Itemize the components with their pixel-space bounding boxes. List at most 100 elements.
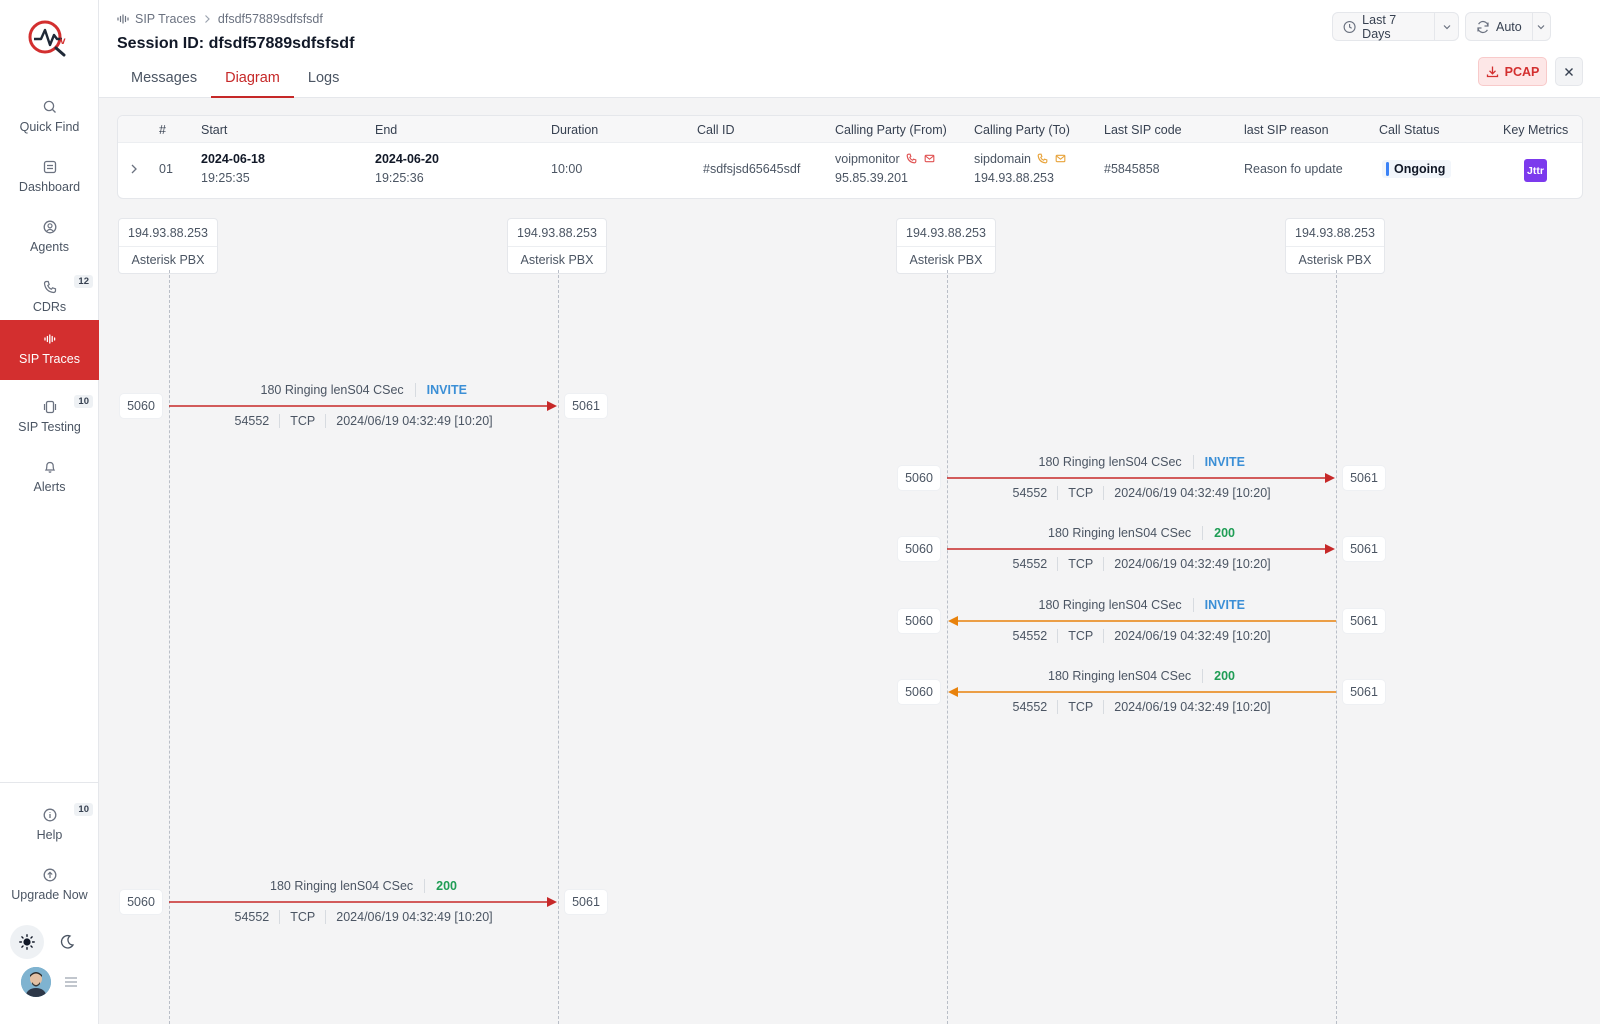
clock-icon bbox=[1343, 20, 1356, 33]
auto-refresh-select[interactable]: Auto bbox=[1465, 12, 1551, 41]
nav-quick-find[interactable]: Quick Find bbox=[0, 88, 99, 148]
pcap-download-button[interactable]: PCAP bbox=[1478, 57, 1547, 86]
nav-agents[interactable]: Agents bbox=[0, 208, 99, 268]
lifeline bbox=[169, 270, 170, 1024]
source-port: 5060 bbox=[898, 680, 940, 704]
message-timestamp: 2024/06/19 04:32:49 [10:20] bbox=[1114, 486, 1271, 500]
nav-cdrs[interactable]: CDRs 12 bbox=[0, 268, 99, 328]
col-call-id: Call ID bbox=[697, 123, 735, 137]
nav-label: Upgrade Now bbox=[11, 888, 88, 902]
message-seq: 54552 bbox=[1012, 629, 1048, 643]
time-range-label: Last 7 Days bbox=[1333, 12, 1436, 41]
message-protocol: TCP bbox=[1068, 486, 1094, 500]
start-date: 2024-06-18 bbox=[201, 152, 265, 166]
nav-sip-testing[interactable]: SIP Testing 10 bbox=[0, 388, 99, 448]
hamburger-menu-icon[interactable] bbox=[64, 976, 78, 988]
col-last-sip-code: Last SIP code bbox=[1104, 123, 1182, 137]
to-name-text: sipdomain bbox=[974, 152, 1031, 166]
expand-row-icon[interactable] bbox=[129, 163, 139, 175]
separator bbox=[1103, 486, 1105, 500]
message-text: 180 Ringing lenS04 CSec bbox=[270, 879, 414, 893]
participant-ip: 194.93.88.253 bbox=[508, 219, 606, 247]
waveform-icon bbox=[43, 334, 55, 344]
sun-icon bbox=[19, 934, 35, 950]
col-call-status: Call Status bbox=[1379, 123, 1440, 137]
time-range-select[interactable]: Last 7 Days bbox=[1332, 12, 1459, 41]
tab-messages[interactable]: Messages bbox=[131, 70, 198, 86]
agents-icon bbox=[43, 220, 56, 234]
session-table: # Start End Duration Call ID Calling Par… bbox=[117, 115, 1583, 199]
sidebar: v Quick Find Dashboard Agents CDRs 12 SI… bbox=[0, 0, 99, 1024]
mail-icon bbox=[924, 154, 934, 163]
message-seq: 54552 bbox=[234, 414, 270, 428]
separator bbox=[1202, 526, 1204, 540]
participant-node[interactable]: 194.93.88.253 Asterisk PBX bbox=[1285, 218, 1385, 274]
participant-ip: 194.93.88.253 bbox=[897, 219, 995, 247]
nav-upgrade-now[interactable]: Upgrade Now bbox=[0, 856, 99, 916]
lifeline bbox=[558, 270, 559, 1024]
light-mode-button[interactable] bbox=[10, 925, 44, 959]
sip-method: 200 bbox=[1214, 526, 1236, 540]
info-icon bbox=[43, 808, 56, 822]
status-text: Ongoing bbox=[1394, 162, 1446, 176]
message-meta: 54552 TCP 2024/06/19 04:32:49 [10:20] bbox=[1013, 629, 1271, 643]
message-meta: 54552 TCP 2024/06/19 04:32:49 [10:20] bbox=[235, 910, 493, 924]
message-timestamp: 2024/06/19 04:32:49 [10:20] bbox=[336, 414, 493, 428]
lifeline bbox=[947, 270, 948, 1024]
nav-alerts[interactable]: Alerts bbox=[0, 448, 99, 508]
nav-help[interactable]: Help 10 bbox=[0, 796, 99, 856]
col-key-metrics: Key Metrics bbox=[1503, 123, 1569, 137]
message-protocol: TCP bbox=[290, 910, 316, 924]
message-label[interactable]: 180 Ringing lenS04 CSec INVITE bbox=[261, 383, 467, 397]
phone-icon bbox=[1038, 153, 1048, 164]
bell-icon bbox=[44, 461, 55, 473]
col-duration: Duration bbox=[551, 123, 599, 137]
participant-node[interactable]: 194.93.88.253 Asterisk PBX bbox=[118, 218, 218, 274]
separator bbox=[414, 383, 416, 397]
message-label[interactable]: 180 Ringing lenS04 CSec INVITE bbox=[1039, 598, 1245, 612]
auto-refresh-label: Auto bbox=[1466, 13, 1533, 40]
participant-node[interactable]: 194.93.88.253 Asterisk PBX bbox=[896, 218, 996, 274]
app-logo-icon[interactable]: v bbox=[26, 18, 70, 58]
jitter-metric-badge[interactable]: Jttr bbox=[1524, 159, 1547, 182]
dashboard-icon bbox=[43, 160, 56, 174]
dark-mode-button[interactable] bbox=[50, 925, 84, 959]
auto-refresh-dropdown[interactable] bbox=[1533, 22, 1550, 32]
message-seq: 54552 bbox=[1012, 486, 1048, 500]
destination-port: 5061 bbox=[565, 394, 607, 418]
source-port: 5060 bbox=[120, 394, 162, 418]
separator bbox=[1103, 700, 1105, 714]
time-range-dropdown[interactable] bbox=[1435, 22, 1458, 32]
breadcrumb-root-link[interactable]: SIP Traces bbox=[135, 12, 196, 26]
tab-diagram[interactable]: Diagram bbox=[211, 60, 294, 98]
sip-testing-count-badge: 10 bbox=[74, 395, 93, 408]
nav-sip-traces[interactable]: SIP Traces bbox=[0, 320, 99, 380]
tab-logs[interactable]: Logs bbox=[307, 70, 340, 86]
message-label[interactable]: 180 Ringing lenS04 CSec 200 bbox=[1048, 526, 1235, 540]
row-number: 01 bbox=[159, 162, 173, 176]
time-range-value: Last 7 Days bbox=[1362, 12, 1397, 41]
participant-ip: 194.93.88.253 bbox=[1286, 219, 1384, 247]
message-text: 180 Ringing lenS04 CSec bbox=[1048, 669, 1192, 683]
participant-node[interactable]: 194.93.88.253 Asterisk PBX bbox=[507, 218, 607, 274]
user-avatar[interactable] bbox=[21, 967, 51, 997]
message-label[interactable]: 180 Ringing lenS04 CSec 200 bbox=[270, 879, 457, 893]
destination-port: 5061 bbox=[1343, 609, 1385, 633]
end-date: 2024-06-20 bbox=[375, 152, 439, 166]
separator bbox=[424, 879, 426, 893]
message-label[interactable]: 180 Ringing lenS04 CSec 200 bbox=[1048, 669, 1235, 683]
arrowhead-icon bbox=[948, 616, 958, 626]
page-header: SIP Traces dfsdf57889sdfsfsdf Session ID… bbox=[99, 0, 1600, 98]
nav-dashboard[interactable]: Dashboard bbox=[0, 148, 99, 208]
message-label[interactable]: 180 Ringing lenS04 CSec INVITE bbox=[1039, 455, 1245, 469]
message-timestamp: 2024/06/19 04:32:49 [10:20] bbox=[1114, 629, 1271, 643]
message-text: 180 Ringing lenS04 CSec bbox=[1038, 455, 1182, 469]
close-button[interactable] bbox=[1555, 57, 1583, 86]
message-meta: 54552 TCP 2024/06/19 04:32:49 [10:20] bbox=[1013, 557, 1271, 571]
theme-toggle bbox=[10, 925, 88, 959]
device-icon bbox=[43, 400, 56, 414]
start-time: 19:25:35 bbox=[201, 171, 250, 185]
last-sip-reason-value: Reason fo update bbox=[1244, 162, 1343, 176]
participant-name: Asterisk PBX bbox=[131, 253, 205, 267]
chevron-right-icon bbox=[204, 15, 210, 23]
